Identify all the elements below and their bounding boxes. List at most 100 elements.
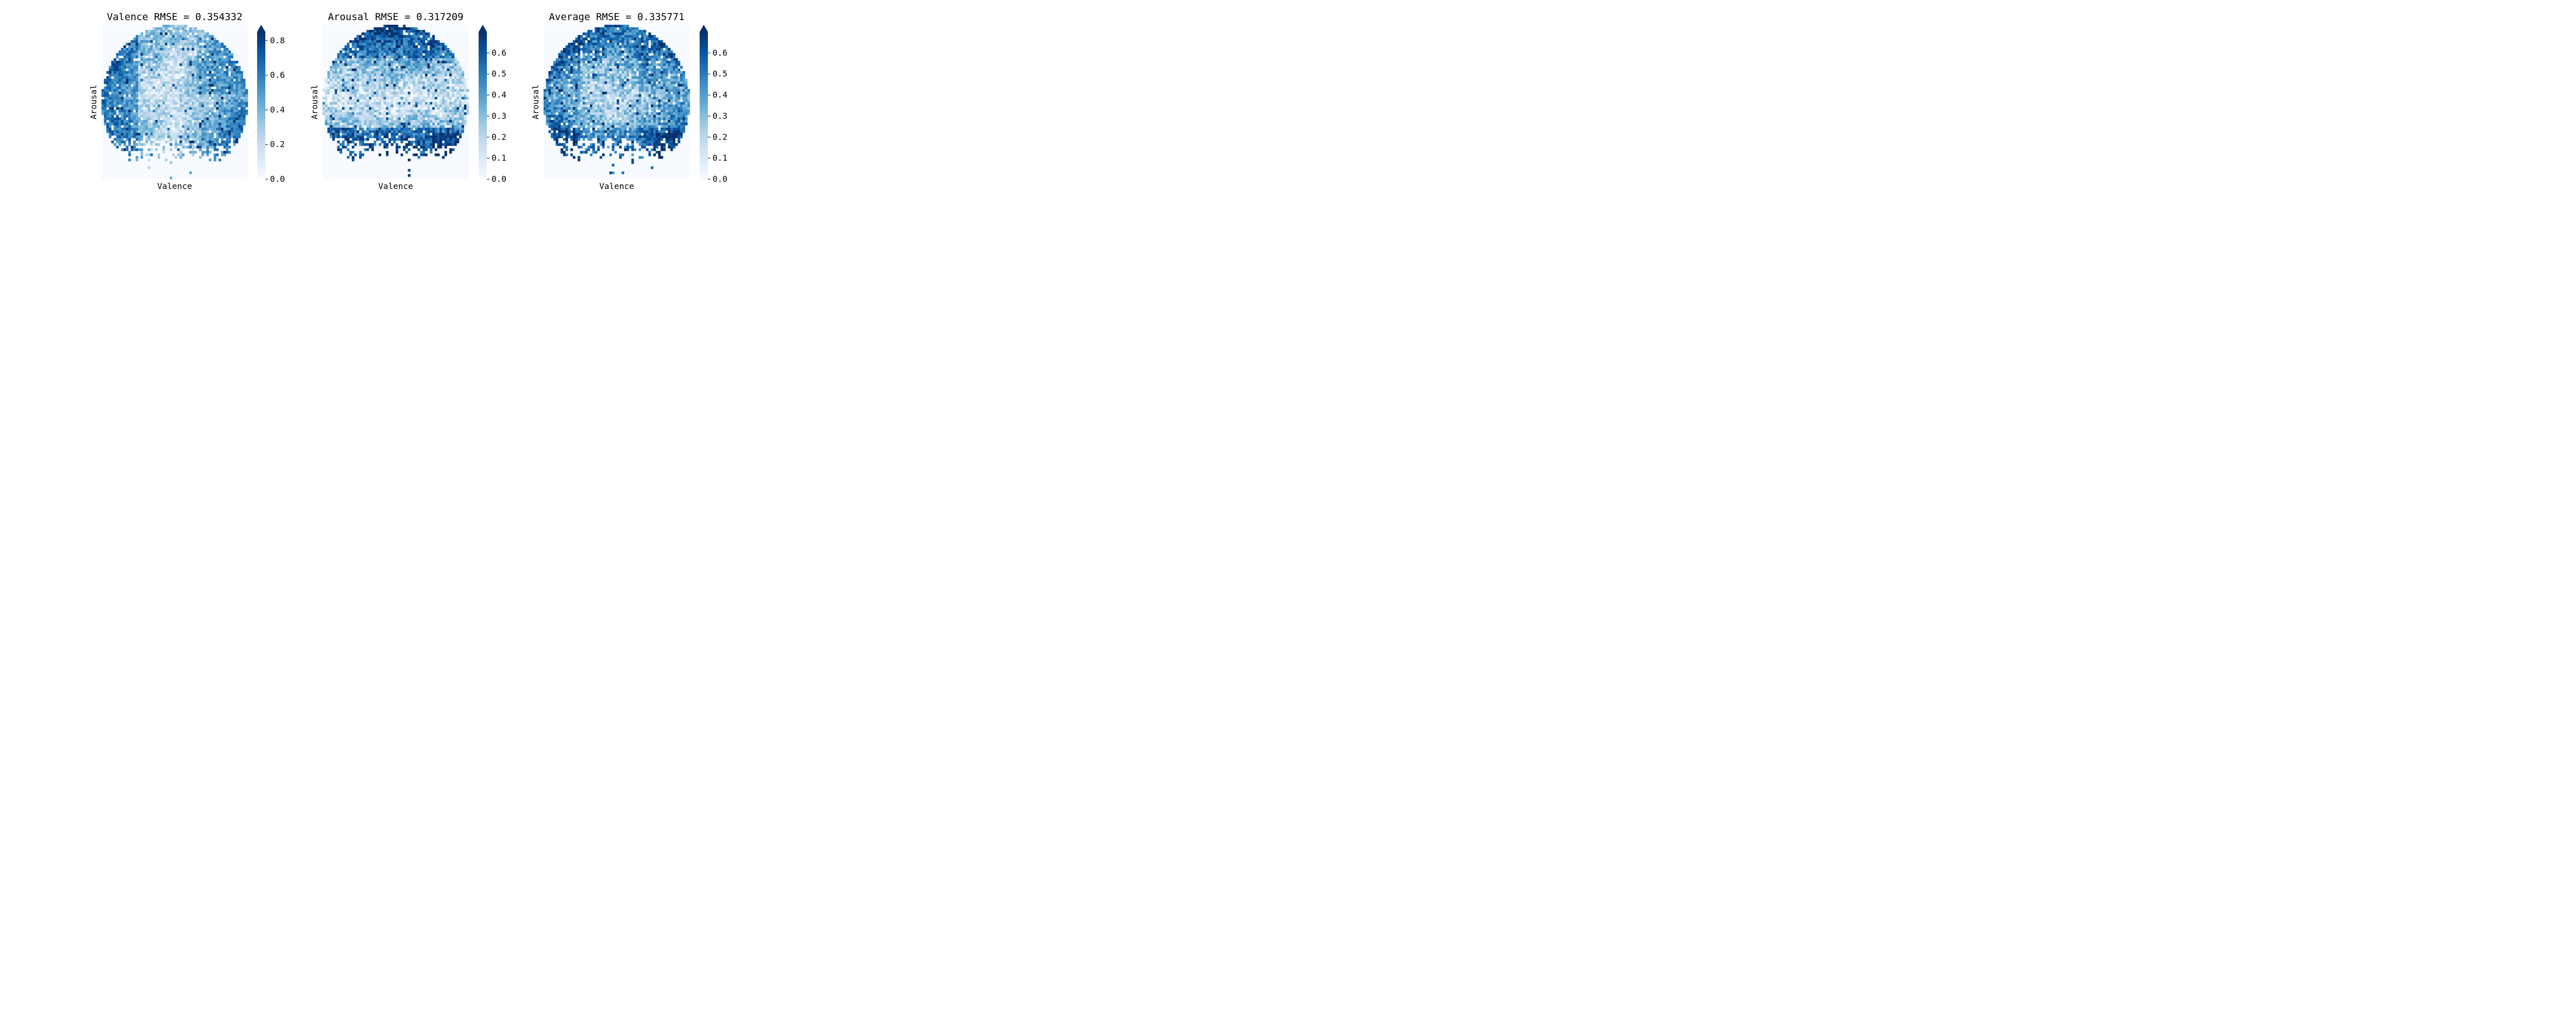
heatmap-cell bbox=[378, 53, 381, 56]
heatmap-cell bbox=[442, 128, 445, 131]
heatmap-cell bbox=[138, 76, 141, 79]
heatmap-cell bbox=[447, 48, 450, 51]
heatmap-cell bbox=[337, 71, 340, 74]
heatmap-cell bbox=[368, 135, 371, 139]
heatmap-cell bbox=[116, 71, 119, 74]
heatmap-cell bbox=[226, 128, 229, 131]
heatmap-cell bbox=[223, 48, 226, 51]
heatmap-cell bbox=[123, 107, 126, 110]
heatmap-cell bbox=[464, 79, 467, 82]
heatmap-cell bbox=[157, 79, 160, 82]
heatmap-cell bbox=[427, 112, 430, 115]
heatmap-cell bbox=[449, 102, 452, 105]
heatmap-cell bbox=[381, 71, 384, 74]
heatmap-cell bbox=[344, 61, 347, 64]
heatmap-cell bbox=[240, 74, 243, 77]
heatmap-cell bbox=[361, 117, 364, 121]
heatmap-cell bbox=[133, 148, 136, 151]
heatmap-cell bbox=[133, 117, 136, 121]
heatmap-cell bbox=[109, 71, 112, 74]
heatmap-cell bbox=[646, 43, 649, 46]
heatmap-cell bbox=[226, 120, 229, 123]
heatmap-cell bbox=[238, 81, 241, 84]
heatmap-cell bbox=[386, 112, 389, 115]
heatmap-cell bbox=[420, 50, 423, 54]
heatmap-cell bbox=[374, 71, 377, 74]
heatmap-cell bbox=[170, 128, 173, 131]
heatmap-cell bbox=[334, 128, 337, 131]
heatmap-cell bbox=[133, 146, 136, 149]
heatmap-cell bbox=[332, 110, 335, 113]
heatmap-cell bbox=[165, 45, 168, 48]
heatmap-cell bbox=[398, 97, 401, 100]
heatmap-cell bbox=[109, 66, 112, 69]
heatmap-cell bbox=[133, 143, 136, 146]
heatmap-cell bbox=[432, 125, 435, 128]
heatmap-cell bbox=[213, 156, 216, 159]
heatmap-cell bbox=[152, 102, 156, 105]
heatmap-cell bbox=[636, 40, 639, 43]
heatmap-cell bbox=[160, 38, 163, 41]
heatmap-cell bbox=[334, 89, 337, 92]
heatmap-cell bbox=[643, 53, 647, 56]
heatmap-cell bbox=[415, 58, 418, 61]
heatmap-cell bbox=[204, 38, 207, 41]
heatmap-cell bbox=[160, 81, 163, 84]
heatmap-cell bbox=[187, 50, 190, 54]
heatmap-cell bbox=[196, 68, 199, 72]
heatmap-cell bbox=[145, 68, 148, 72]
heatmap-cell bbox=[130, 53, 133, 56]
heatmap-cell bbox=[396, 123, 399, 126]
heatmap-cell bbox=[116, 53, 119, 56]
heatmap-cell bbox=[204, 146, 207, 149]
heatmap-cell bbox=[130, 133, 133, 136]
heatmap-cell bbox=[243, 123, 246, 126]
heatmap-cell bbox=[167, 61, 170, 64]
heatmap-cell bbox=[235, 107, 239, 110]
heatmap-cell bbox=[152, 99, 156, 102]
heatmap-cell bbox=[422, 38, 426, 41]
heatmap-cell bbox=[155, 38, 158, 41]
heatmap-cell bbox=[147, 105, 150, 108]
heatmap-cell bbox=[351, 141, 354, 144]
heatmap-cell bbox=[172, 110, 175, 113]
heatmap-cell bbox=[585, 56, 588, 59]
heatmap-cell bbox=[145, 30, 148, 33]
heatmap-cell bbox=[417, 71, 420, 74]
heatmap-cell bbox=[113, 76, 116, 79]
heatmap-cell bbox=[111, 141, 114, 144]
heatmap-cell bbox=[211, 89, 214, 92]
heatmap-cell bbox=[442, 76, 445, 79]
heatmap-cell bbox=[434, 133, 437, 136]
heatmap-cell bbox=[378, 143, 381, 146]
heatmap-cell bbox=[663, 45, 666, 48]
heatmap-cell bbox=[172, 92, 175, 95]
heatmap-cell bbox=[388, 30, 391, 33]
heatmap-cell bbox=[354, 107, 357, 110]
heatmap-cell bbox=[405, 48, 408, 51]
heatmap-cell bbox=[634, 50, 637, 54]
heatmap-cell bbox=[393, 27, 396, 30]
heatmap-cell bbox=[434, 87, 437, 90]
heatmap-cell bbox=[175, 143, 178, 146]
heatmap-cell bbox=[334, 63, 337, 66]
heatmap-cell bbox=[347, 110, 350, 113]
heatmap-cell bbox=[405, 56, 408, 59]
heatmap-cell bbox=[454, 89, 457, 92]
heatmap-cell bbox=[444, 138, 447, 141]
heatmap-cell bbox=[201, 40, 205, 43]
heatmap-cell bbox=[391, 66, 394, 69]
heatmap-cell bbox=[417, 58, 420, 61]
heatmap-cell bbox=[648, 48, 651, 51]
heatmap-cell bbox=[580, 35, 583, 38]
heatmap-cell bbox=[111, 63, 114, 66]
heatmap-cell bbox=[152, 48, 156, 51]
heatmap-cell bbox=[449, 68, 452, 72]
heatmap-cell bbox=[415, 68, 418, 72]
heatmap-cell bbox=[235, 102, 239, 105]
heatmap-cell bbox=[444, 74, 447, 77]
heatmap-cell bbox=[240, 128, 243, 131]
heatmap-cell bbox=[213, 66, 216, 69]
heatmap-cell bbox=[196, 117, 199, 121]
heatmap-cell bbox=[206, 138, 209, 141]
